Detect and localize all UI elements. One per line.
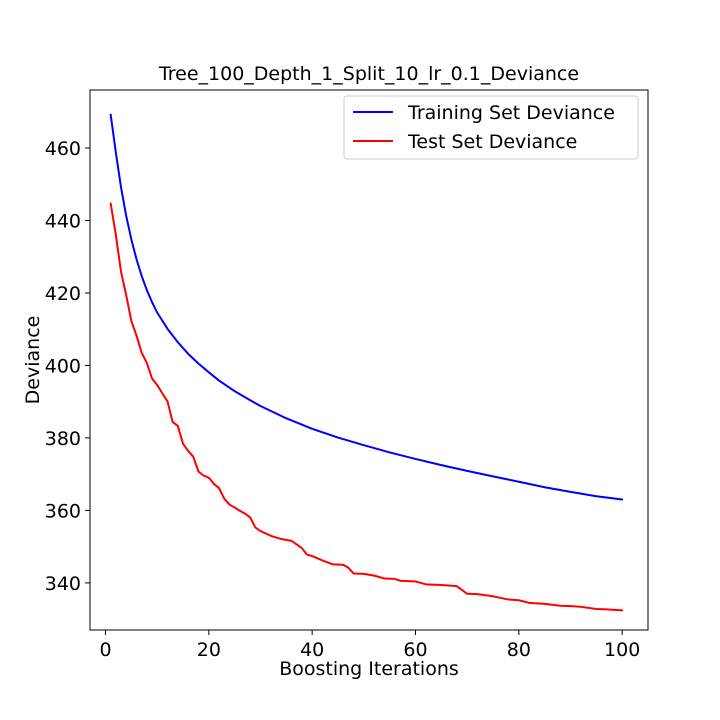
y-tick-label: 440 <box>45 210 81 232</box>
legend-box <box>343 95 639 160</box>
series-layer <box>109 113 624 612</box>
x-tick-label: 40 <box>300 639 324 661</box>
y-tick-label: 340 <box>45 573 81 595</box>
series-line-1 <box>109 202 624 612</box>
x-tick-label: 60 <box>403 639 427 661</box>
legend: Training Set Deviance Test Set Deviance <box>343 95 639 160</box>
x-axis: 0 20 40 60 80 100 <box>99 630 640 661</box>
series-line-0 <box>109 113 624 501</box>
legend-label-1: Test Set Deviance <box>407 131 577 153</box>
x-tick-label: 80 <box>507 639 531 661</box>
chart-title: Tree_100_Depth_1_Split_10_lr_0.1_Devianc… <box>158 63 579 85</box>
plot-frame <box>89 89 649 631</box>
x-tick-label: 20 <box>197 639 221 661</box>
x-tick-label: 0 <box>99 639 111 661</box>
y-tick-label: 400 <box>45 355 81 377</box>
x-tick-label: 100 <box>604 639 640 661</box>
y-tick-label: 360 <box>45 500 81 522</box>
y-tick-label: 420 <box>45 283 81 305</box>
y-axis: 340 360 380 400 420 440 460 <box>45 138 90 595</box>
x-axis-label: Boosting Iterations <box>279 658 459 680</box>
legend-label-0: Training Set Deviance <box>407 102 615 124</box>
y-tick-label: 460 <box>45 138 81 160</box>
y-axis-label: Deviance <box>22 316 44 405</box>
y-tick-label: 380 <box>45 428 81 450</box>
